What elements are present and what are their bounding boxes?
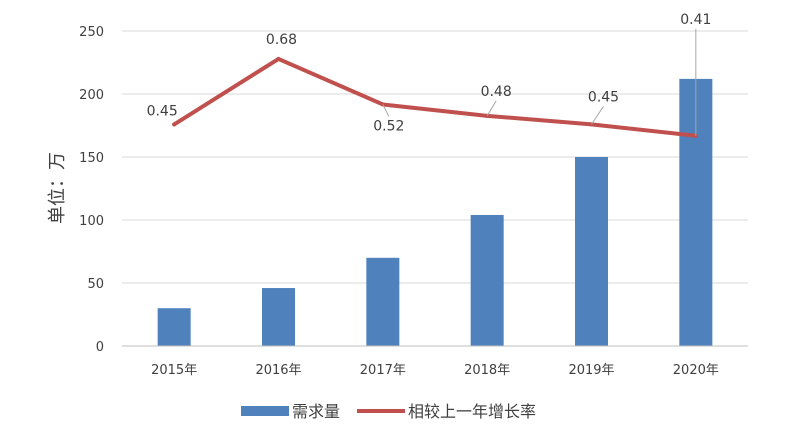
y-tick-label: 100 xyxy=(79,214,104,229)
y-tick-label: 0 xyxy=(96,340,104,355)
legend-swatch-bar xyxy=(241,406,289,416)
line-data-label: 0.45 xyxy=(147,103,178,119)
y-tick-label: 50 xyxy=(87,277,104,292)
bar xyxy=(157,308,191,346)
bar xyxy=(262,288,295,346)
line-data-label: 0.68 xyxy=(266,32,297,48)
y-axis-ticks: 0 50 100 150 200 250 xyxy=(79,25,104,355)
y-axis-title: 单位：万 xyxy=(47,152,68,224)
y-tick-label: 150 xyxy=(79,151,104,166)
line-data-label: 0.52 xyxy=(373,118,404,134)
growth-rate-line xyxy=(172,56,698,138)
line-point xyxy=(172,122,177,127)
label-leader-line xyxy=(486,100,497,117)
y-tick-label: 200 xyxy=(79,88,104,103)
x-axis-ticks: 2015年 2016年 2017年 2018年 2019年 2020年 xyxy=(151,363,719,378)
y-tick-label: 250 xyxy=(79,25,104,40)
x-tick-label: 2016年 xyxy=(255,363,301,378)
bar xyxy=(470,214,504,346)
legend: 需求量 相较上一年增长率 xyxy=(241,402,536,421)
bar xyxy=(366,257,400,346)
line-point xyxy=(276,56,281,61)
data-labels: 0.45 0.68 0.52 0.48 0.45 0.41 xyxy=(147,12,711,136)
label-leader-line xyxy=(591,106,604,125)
bar xyxy=(575,157,608,346)
legend-label-line: 相较上一年增长率 xyxy=(408,402,536,421)
x-tick-label: 2015年 xyxy=(151,363,197,378)
gridlines xyxy=(122,30,748,284)
legend-label-bar: 需求量 xyxy=(292,402,340,421)
line-data-label: 0.41 xyxy=(680,12,711,28)
line-data-label: 0.48 xyxy=(481,84,512,100)
line-data-label: 0.45 xyxy=(588,89,619,105)
x-tick-label: 2020年 xyxy=(673,363,719,378)
x-tick-label: 2019年 xyxy=(568,363,614,378)
label-leader-line xyxy=(382,104,390,117)
x-tick-label: 2017年 xyxy=(360,363,406,378)
x-tick-label: 2018年 xyxy=(464,363,510,378)
bar-series xyxy=(157,78,713,346)
